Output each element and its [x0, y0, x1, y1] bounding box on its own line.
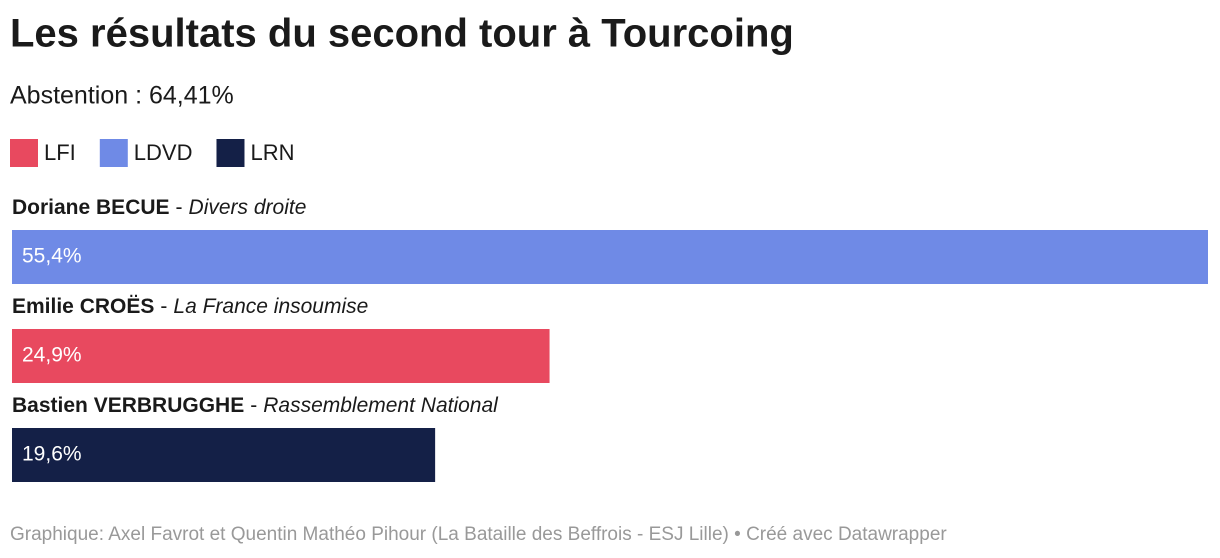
legend-label: LDVD	[134, 140, 193, 165]
bar	[12, 428, 436, 482]
separator: -	[160, 295, 167, 318]
bar-label: Emilie CROËS - La France insoumise	[12, 295, 368, 318]
legend-swatch	[10, 139, 38, 167]
bar	[12, 329, 550, 383]
party-name: Rassemblement National	[263, 394, 499, 417]
candidate-name: Bastien VERBRUGGHE	[12, 394, 244, 417]
chart-subtitle: Abstention : 64,41%	[10, 82, 234, 110]
bar-label: Bastien VERBRUGGHE - Rassemblement Nationa…	[12, 394, 499, 417]
source: Graphique: Axel Favrot et Quentin Mathéo…	[10, 524, 947, 545]
legend-label: LFI	[44, 140, 76, 165]
bar-label: Doriane BECUE - Divers droite	[12, 196, 306, 219]
separator: -	[176, 196, 183, 219]
value-label: 55,4%	[22, 245, 82, 268]
party-name: Divers droite	[189, 196, 307, 219]
value-label: 19,6%	[22, 443, 82, 466]
party-name: La France insoumise	[173, 295, 368, 318]
candidate-name: Doriane BECUE	[12, 196, 170, 219]
candidate-name: Emilie CROËS	[12, 295, 154, 318]
bar	[12, 230, 1208, 284]
legend-label: LRN	[250, 140, 294, 165]
legend-swatch	[99, 139, 128, 167]
separator: -	[250, 394, 257, 417]
chart-title: Les résultats du second tour à Tourcoing	[10, 12, 794, 56]
legend-swatch	[216, 139, 245, 167]
value-label: 24,9%	[22, 344, 82, 367]
